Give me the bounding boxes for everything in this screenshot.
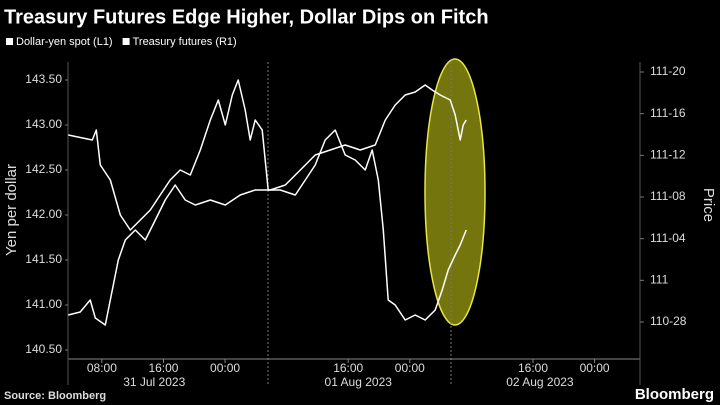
y2-tick-label: 111-16 <box>650 106 686 120</box>
legend-label: Treasury futures (R1) <box>133 36 237 48</box>
y2-tick-label: 111 <box>650 273 669 287</box>
y-tick-label: 142.50 <box>25 162 62 176</box>
brand: Bloomberg <box>635 386 714 403</box>
x-tick-label: 00:00 <box>395 361 425 375</box>
y-tick-label: 141.50 <box>25 252 62 266</box>
highlight-ellipse <box>424 58 486 326</box>
source: Source: Bloomberg <box>4 390 106 402</box>
y-tick-label: 143.50 <box>25 72 62 86</box>
day-label: 31 Jul 2023 <box>123 375 185 389</box>
x-tick-label: 08:00 <box>87 361 117 375</box>
y-tick-label: 141.00 <box>25 297 62 311</box>
chart-title: Treasury Futures Edge Higher, Dollar Dip… <box>4 6 489 28</box>
x-tick-label: 00:00 <box>580 361 610 375</box>
legend-swatch <box>6 38 13 45</box>
legend-swatch <box>122 38 130 45</box>
y-tick-label: 140.50 <box>25 342 62 356</box>
series-line <box>68 84 467 326</box>
legend-label: Dollar-yen spot (L1) <box>16 36 113 48</box>
y-tick-label: 142.00 <box>25 207 62 221</box>
x-tick-label: 16:00 <box>518 361 548 375</box>
y-tick-label: 143.00 <box>25 117 62 131</box>
x-tick-label: 00:00 <box>210 361 240 375</box>
y2-tick-label: 111-04 <box>650 231 686 245</box>
x-tick-label: 16:00 <box>148 361 178 375</box>
x-tick-label: 16:00 <box>333 361 363 375</box>
series-line <box>68 79 467 321</box>
y-axis-label: Yen per dollar <box>3 164 20 256</box>
day-label: 01 Aug 2023 <box>325 375 393 389</box>
y2-tick-label: 111-12 <box>650 148 686 162</box>
y2-axis-label: Price <box>700 188 717 222</box>
day-label: 02 Aug 2023 <box>506 375 574 389</box>
y2-tick-label: 111-20 <box>650 64 686 78</box>
y2-tick-label: 110-28 <box>650 314 687 328</box>
y2-tick-label: 111-08 <box>650 189 686 203</box>
